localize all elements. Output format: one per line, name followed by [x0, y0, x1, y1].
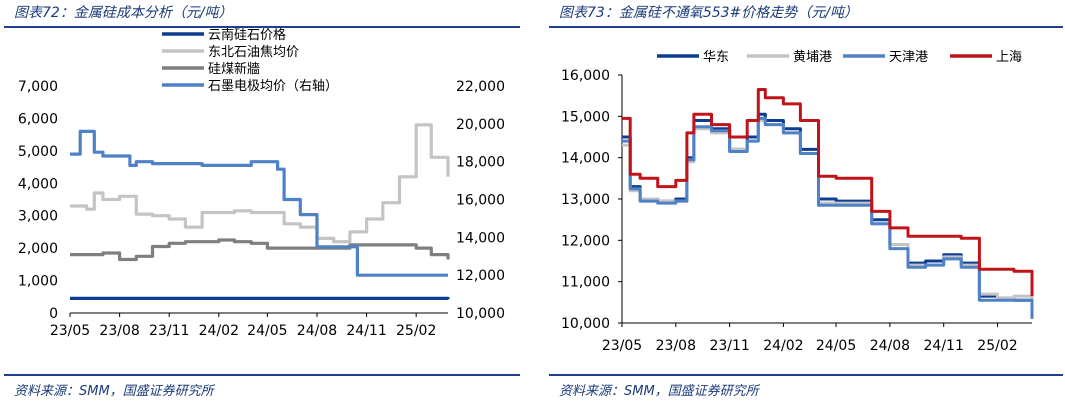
series-line — [70, 238, 450, 262]
left-chart-panel: 图表72：金属硅成本分析（元/吨） 0 1,000 2,000 3,000 4,000 5… — [0, 0, 522, 404]
x-tick-label: 23/08 — [656, 338, 696, 354]
y2-tick-label: 18,000 — [456, 155, 505, 171]
legend-label: 黄埔港 — [793, 50, 832, 65]
y-tick-label: 16,000 — [561, 68, 610, 84]
x-tick-label: 24/08 — [297, 323, 337, 339]
x-tick-label: 25/02 — [977, 338, 1017, 354]
footer-divider — [549, 374, 1063, 376]
legend-label: 硅煤新牆 — [208, 61, 260, 77]
y-tick-label: 14,000 — [561, 151, 610, 167]
x-tick-label: 24/05 — [816, 338, 856, 354]
price-trend-chart: 10,000 11,000 12,000 13,000 14,000 15,000 16,0… — [561, 50, 1034, 354]
x-tick-label: 24/02 — [199, 323, 239, 339]
y2-tick-label: 14,000 — [456, 230, 505, 246]
y-tick-label: 12,000 — [561, 233, 610, 249]
y-tick-label: 10,000 — [561, 316, 610, 332]
x-tick-label: 24/05 — [247, 323, 287, 339]
right-chart-source: 资料来源：SMM，国盛证券研究所 — [559, 384, 759, 399]
left-chart-title: 图表72：金属硅成本分析（元/吨） — [14, 5, 233, 21]
series-line — [622, 119, 1034, 303]
y-tick-label: 5,000 — [18, 144, 58, 160]
legend-label: 云南硅石价格 — [208, 28, 286, 43]
x-tick-label: 25/02 — [396, 323, 436, 339]
x-tick-label: 23/11 — [709, 338, 749, 354]
cost-analysis-chart: 0 1,000 2,000 3,000 4,000 5,000 6,000 7,000 10,0… — [18, 28, 505, 339]
y2-tick-label: 10,000 — [456, 306, 505, 322]
legend-label: 东北石油焦均价 — [208, 45, 299, 60]
y-tick-label: 11,000 — [561, 275, 610, 291]
legend-label: 天津港 — [889, 50, 928, 65]
legend-label: 上海 — [996, 50, 1022, 65]
series-line — [622, 112, 1034, 317]
series-line — [70, 129, 448, 277]
x-tick-label: 24/11 — [924, 338, 964, 354]
y-tick-label: 2,000 — [18, 241, 58, 257]
title-divider — [549, 26, 1063, 28]
y-tick-label: 1,000 — [18, 274, 58, 290]
right-chart-title: 图表73：金属硅不通氧553#价格走势（元/吨） — [559, 5, 858, 21]
x-tick-label: 24/11 — [346, 323, 386, 339]
y-tick-label: 6,000 — [18, 111, 58, 127]
x-tick-label: 23/11 — [149, 323, 189, 339]
y-tick-label: 4,000 — [18, 176, 58, 192]
y-tick-label: 7,000 — [18, 79, 58, 95]
x-tick-label: 24/08 — [870, 338, 910, 354]
x-tick-label: 23/05 — [602, 338, 642, 354]
legend-label: 华东 — [703, 50, 729, 65]
legend-label: 石墨电极均价（右轴） — [208, 79, 338, 94]
y-tick-label: 15,000 — [561, 109, 610, 125]
y2-tick-label: 22,000 — [456, 79, 505, 95]
series-line — [70, 296, 450, 300]
x-tick-label: 24/02 — [763, 338, 803, 354]
x-tick-label: 23/05 — [50, 323, 90, 339]
left-chart-source: 资料来源：SMM，国盛证券研究所 — [14, 384, 214, 399]
y-tick-label: 3,000 — [18, 209, 58, 225]
right-chart-panel: 图表73：金属硅不通氧553#价格走势（元/吨） 10,000 11,000 12,… — [545, 0, 1065, 404]
y-tick-label: 0 — [49, 306, 58, 322]
series-line — [622, 116, 1034, 319]
series-line — [622, 88, 1034, 297]
y2-tick-label: 20,000 — [456, 117, 505, 133]
x-tick-label: 23/08 — [99, 323, 139, 339]
series-line — [70, 123, 450, 244]
footer-divider — [4, 374, 520, 376]
title-divider — [4, 26, 520, 28]
y2-tick-label: 16,000 — [456, 193, 505, 209]
y-tick-label: 13,000 — [561, 192, 610, 208]
y2-tick-label: 12,000 — [456, 268, 505, 284]
